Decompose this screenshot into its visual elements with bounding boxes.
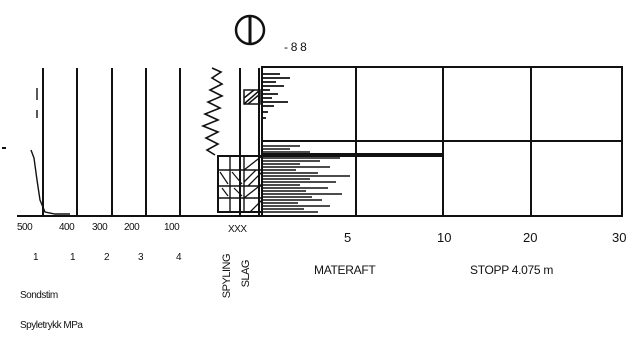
spyling-label: SPYLING [221, 254, 233, 298]
lower-tick-3: 2 [104, 252, 109, 263]
lower-tick-2: 1 [70, 252, 75, 263]
right-tick-20: 20 [523, 230, 537, 245]
legend-sondstim: Sondstim [20, 290, 58, 301]
right-tick-30: 30 [612, 230, 626, 245]
right-tick-5: 5 [344, 230, 351, 245]
legend-spyletrykk: Spyletrykk MPa [20, 320, 82, 331]
depth-tick-400: 400 [59, 222, 74, 233]
long-bar [262, 153, 442, 157]
left-trace [31, 88, 70, 214]
right-tick-10: 10 [437, 230, 451, 245]
depth-tick-300: 300 [92, 222, 107, 233]
depth-tick-100: 100 [164, 222, 179, 233]
materaft-label: MATERAFT [314, 263, 375, 277]
left-grid-lines [43, 68, 180, 216]
lower-tick-4: 3 [138, 252, 143, 263]
zigzag-trace [203, 68, 222, 155]
slag-label: SLAG [240, 260, 252, 287]
stopp-label: STOPP 4.075 m [470, 263, 553, 277]
lower-tick-1: 1 [33, 252, 38, 263]
depth-tick-200: 200 [124, 222, 139, 233]
xxx-label: XXX [228, 224, 247, 235]
soil-column [218, 68, 262, 216]
elevation-label: - 8 8 [284, 40, 307, 54]
borehole-symbol [236, 16, 264, 44]
depth-tick-500: 500 [17, 222, 32, 233]
lower-tick-5: 4 [176, 252, 181, 263]
upper-bar-trace [262, 74, 290, 118]
